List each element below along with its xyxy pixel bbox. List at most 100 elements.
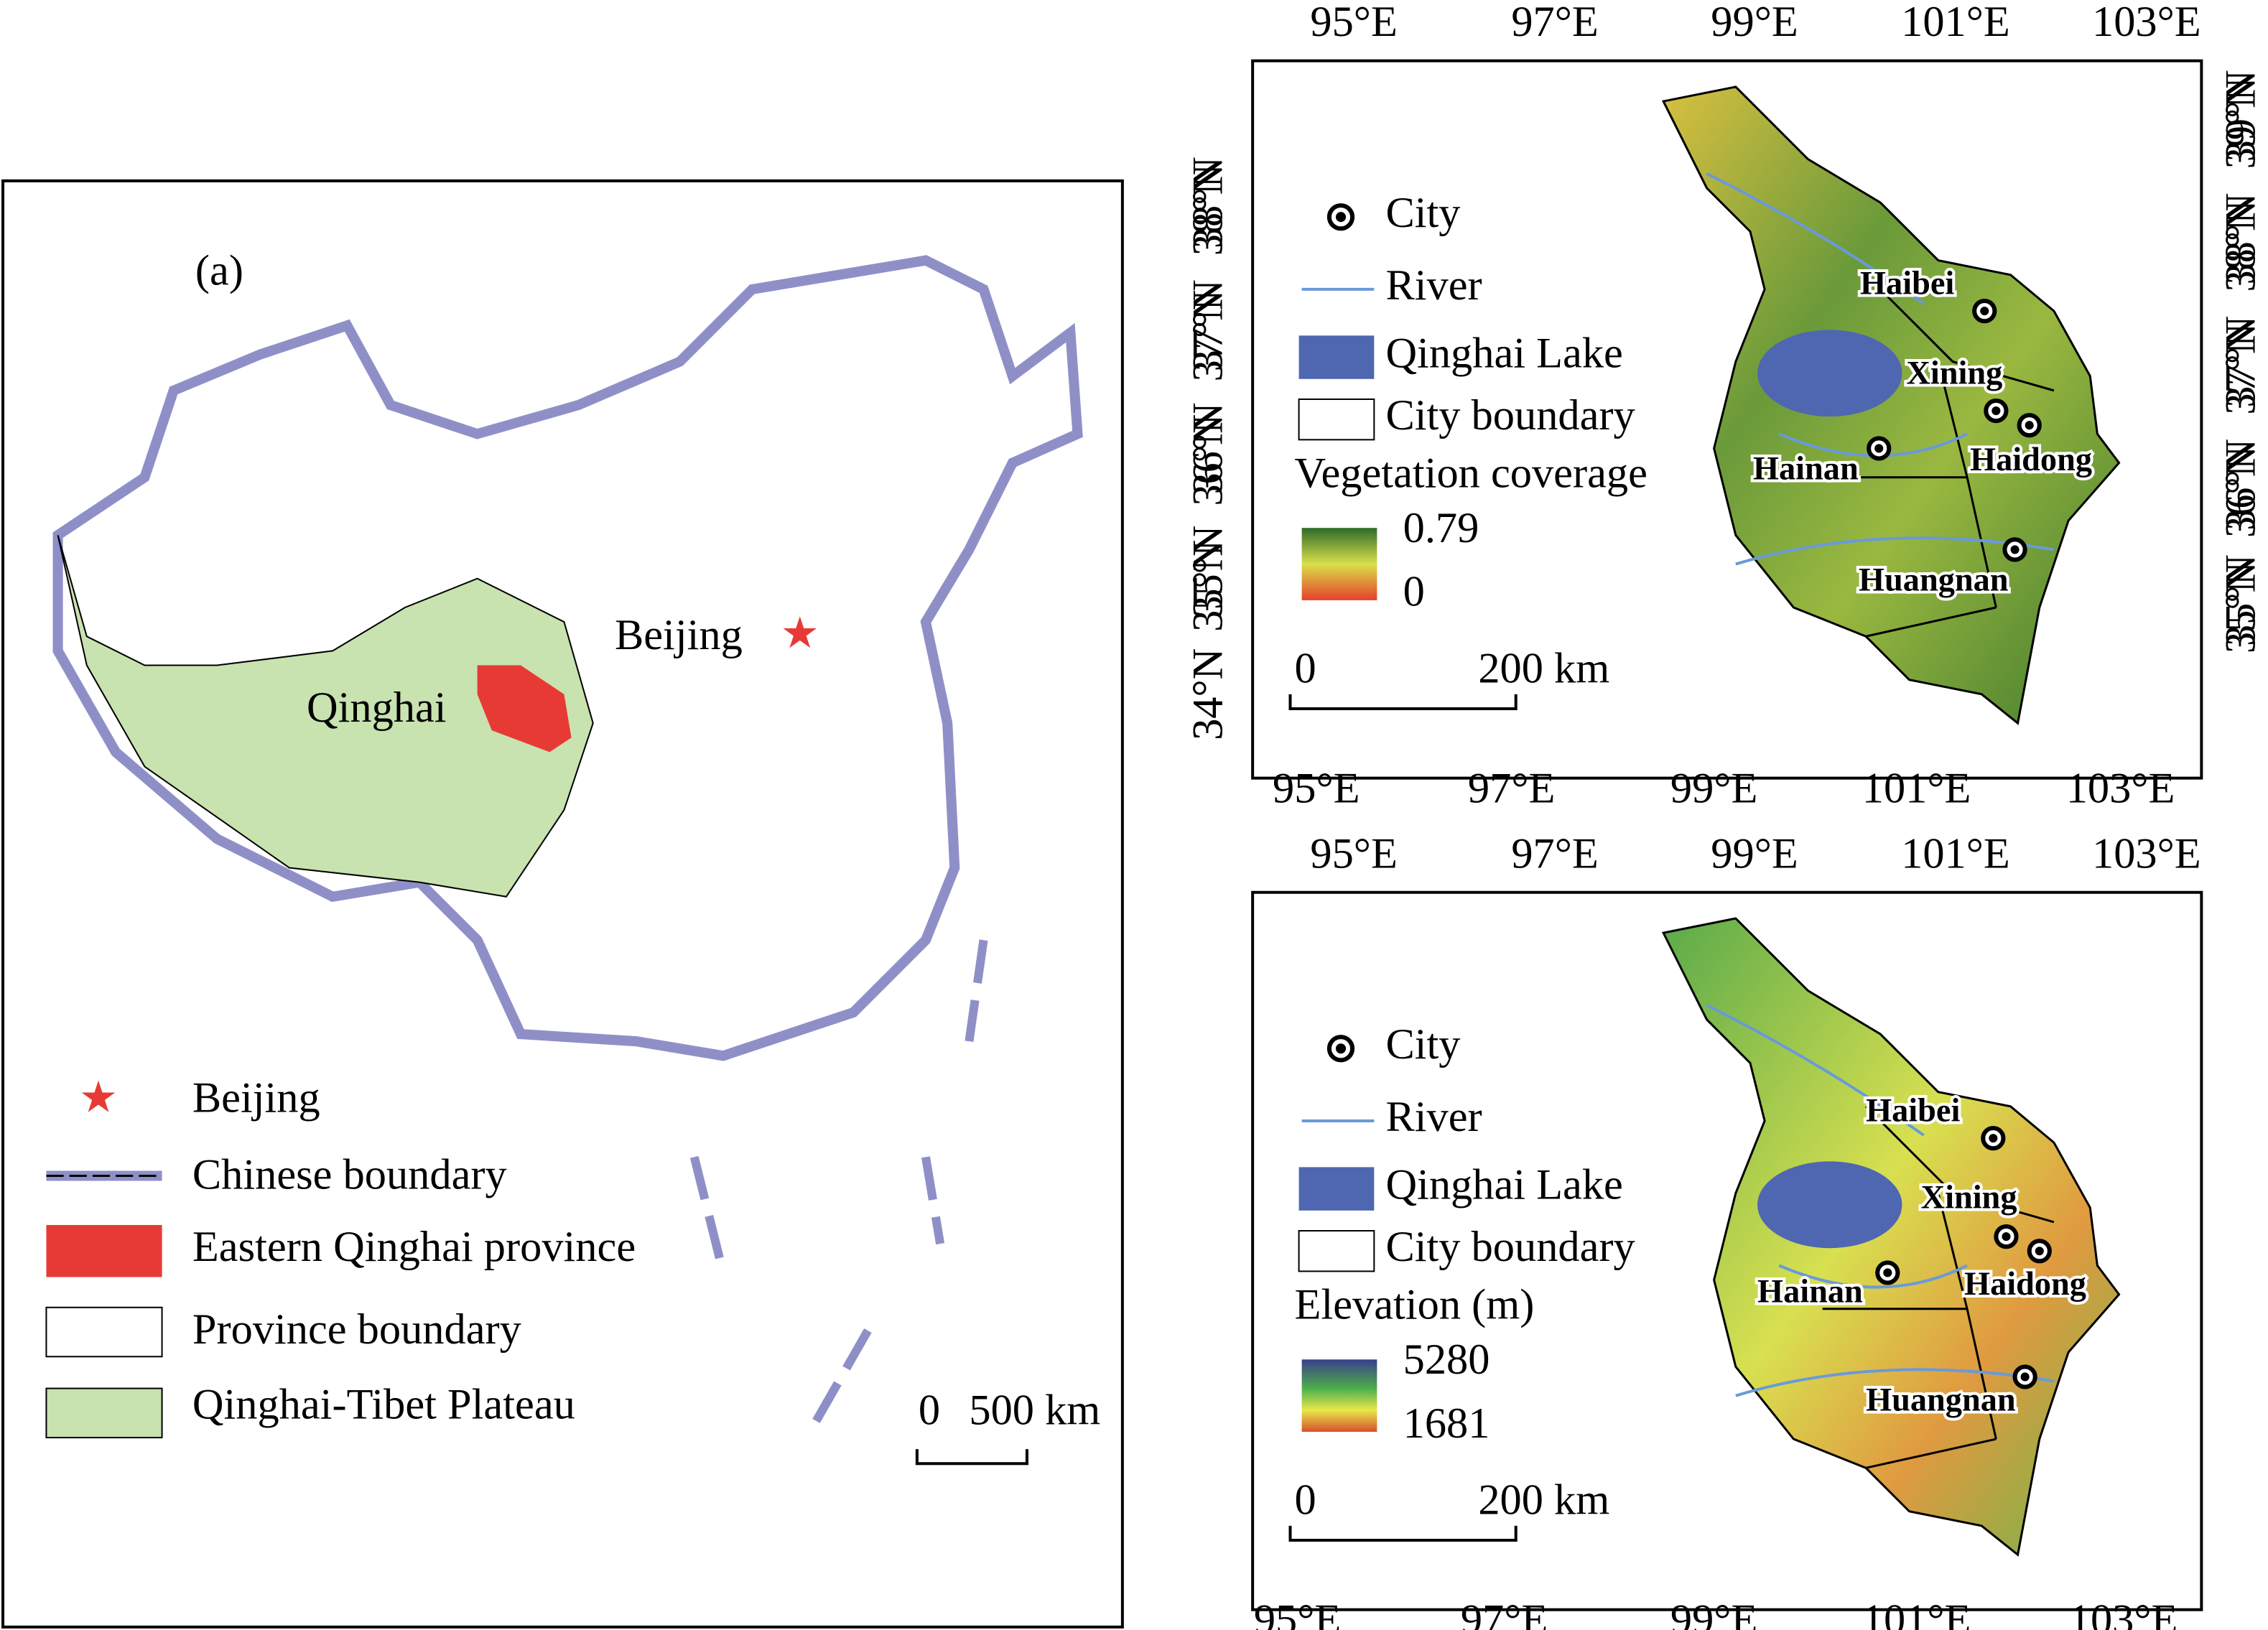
city-label: Huangnan: [1859, 562, 2009, 598]
bottom-tick-label: 99°E: [1670, 1596, 1757, 1630]
legend-plateau: [45, 1387, 163, 1439]
frame: [1251, 890, 2203, 1611]
city-label: Haibei: [1866, 1093, 1960, 1130]
bottom-tick-label: 101°E: [1862, 765, 1971, 813]
city-label: Xining: [1921, 1179, 2017, 1216]
qinghai-lake: [1757, 330, 1902, 417]
city-dot: [2035, 1247, 2044, 1256]
city-label: Huangnan: [1866, 1382, 2016, 1418]
top-tick-label: 95°E: [1310, 829, 1397, 877]
top-tick-label: 103°E: [2092, 829, 2201, 877]
scale-label: 500 km: [969, 1387, 1100, 1435]
city-dot: [1874, 444, 1884, 453]
legend-lake: [1298, 335, 1375, 379]
bottom-tick-label: 99°E: [1670, 765, 1757, 813]
city-boundaries: [1822, 274, 2055, 638]
city-label: Xining: [1906, 355, 2002, 391]
legend-text: Qinghai Lake: [1385, 329, 1622, 377]
colorbar: [1301, 1359, 1377, 1432]
left-tick-label: 34°N: [1184, 648, 1232, 740]
city-dot: [2002, 1232, 2011, 1242]
legend-boundary: [1298, 398, 1375, 441]
region: [1661, 85, 2121, 725]
legend-text: Qinghai Lake: [1385, 1160, 1622, 1208]
city-label: Hainan: [1757, 1273, 1863, 1310]
city-dot: [1989, 1134, 1998, 1143]
city-label: Haidong: [1964, 1266, 2086, 1303]
bottom-tick-label: 97°E: [1468, 765, 1555, 813]
colorbar-label: 5280: [1403, 1336, 1490, 1384]
right-tick-label: 37°N: [2217, 316, 2265, 408]
left-tick-label: 35°N: [1184, 526, 1232, 618]
right-tick-label: 36°N: [2217, 446, 2265, 538]
city-dot: [1980, 307, 1989, 316]
frame-a: [1, 179, 1124, 1629]
scale-label: 0: [1295, 644, 1316, 692]
bottom-tick-label: 95°E: [1273, 765, 1360, 813]
region: [1661, 917, 2121, 1557]
legend-star: ★: [79, 1074, 118, 1122]
top-tick-label: 101°E: [1901, 829, 2010, 877]
legend-red: [46, 1224, 162, 1277]
top-tick-label: 99°E: [1711, 0, 1798, 46]
left-tick-label: 35°N: [1184, 540, 1232, 632]
top-tick-label: 101°E: [1901, 0, 2010, 46]
left-tick-label: 38°N: [1184, 164, 1232, 256]
bottom-tick-label: 103°E: [2066, 765, 2175, 813]
scale-bar-a: [915, 1449, 1028, 1466]
bottom-tick-label: 95°E: [1254, 1596, 1341, 1630]
right-tick-label: 36°N: [2217, 439, 2265, 531]
right-tick-label: 37°N: [2217, 323, 2265, 415]
legend-text: City: [1385, 189, 1460, 237]
left-tick-label: 37°N: [1184, 279, 1232, 371]
city-dot: [2010, 545, 2020, 554]
city-label: Haibei: [1860, 265, 1954, 302]
legend-province: [45, 1306, 163, 1358]
left-tick-label: 36°N: [1184, 402, 1232, 494]
frame: [1251, 59, 2203, 780]
right-tick-label: 39°N: [2217, 70, 2265, 162]
right-tick-label: 39°N: [2217, 77, 2265, 169]
legend-lake: [1298, 1167, 1375, 1211]
right-tick-label: 38°N: [2217, 192, 2265, 284]
bottom-tick-label: 103°E: [2069, 1596, 2178, 1630]
legend-text: River: [1385, 261, 1482, 309]
top-tick-label: 97°E: [1511, 0, 1598, 46]
top-tick-label: 99°E: [1711, 829, 1798, 877]
colorbar-label: 0: [1403, 568, 1425, 616]
city-dot: [2025, 421, 2034, 430]
left-tick-label: 36°N: [1184, 414, 1232, 506]
beijing-star: ★: [781, 610, 819, 658]
scale-label: 200 km: [1478, 644, 1609, 692]
legend-text: City boundary: [1385, 1223, 1635, 1271]
city-label: Hainan: [1753, 450, 1859, 487]
top-tick-label: 103°E: [2092, 0, 2201, 46]
label: (a): [195, 247, 243, 295]
legend-text: City: [1385, 1020, 1460, 1068]
legend-city-dot: [1335, 1043, 1347, 1054]
city-label: Haidong: [1970, 442, 2092, 478]
qinghai-lake: [1757, 1161, 1902, 1249]
legend-text: River: [1385, 1093, 1482, 1141]
city-dot: [2020, 1372, 2030, 1382]
left-tick-label: 38°N: [1184, 157, 1232, 248]
label: Qinghai: [307, 684, 447, 732]
city-dot: [1883, 1268, 1892, 1277]
top-tick-label: 95°E: [1310, 0, 1397, 46]
colorbar-title: Vegetation coverage: [1295, 450, 1647, 498]
scale-bar: [1288, 1525, 1518, 1542]
legend-text: Beijing: [192, 1074, 320, 1122]
eastern-qinghai: [477, 665, 572, 753]
left-tick-label: 34°N: [1184, 648, 1232, 740]
right-tick-label: 35°N: [2217, 554, 2265, 646]
right-tick-label: 38°N: [2217, 200, 2265, 292]
scale-bar: [1288, 694, 1518, 710]
legend-text: Qinghai-Tibet Plateau: [192, 1381, 575, 1429]
legend-text: Province boundary: [192, 1305, 521, 1354]
bottom-tick-label: 101°E: [1862, 1596, 1971, 1630]
rivers: [1706, 1004, 2055, 1397]
colorbar-label: 1681: [1403, 1400, 1490, 1448]
colorbar-title: Elevation (m): [1295, 1281, 1535, 1329]
scale-label: 0: [919, 1387, 940, 1435]
right-tick-label: 35°N: [2217, 562, 2265, 653]
